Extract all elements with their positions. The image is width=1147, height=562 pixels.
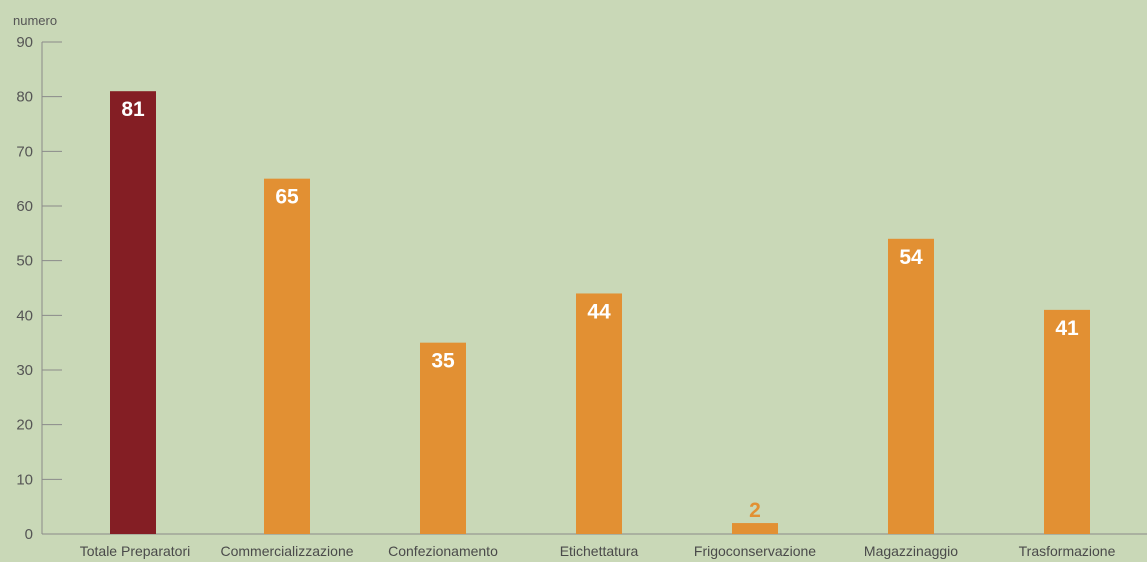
bar-commercializzazione	[264, 178, 310, 534]
category-label: Magazzinaggio	[864, 543, 958, 559]
data-label: 35	[431, 350, 455, 373]
bar-etichettatura	[576, 293, 622, 534]
y-tick-label: 90	[16, 34, 33, 51]
y-tick-label: 50	[16, 253, 33, 270]
data-label: 54	[899, 246, 923, 269]
category-label: Etichettatura	[560, 543, 639, 559]
y-tick-label: 10	[16, 471, 33, 488]
bar-confezionamento	[420, 342, 466, 534]
data-label: 2	[749, 499, 761, 522]
data-label: 65	[275, 186, 299, 209]
bar-totale-preparatori	[110, 91, 156, 534]
bars	[110, 91, 1090, 535]
data-label: 81	[121, 98, 145, 121]
y-tick-label: 60	[16, 198, 33, 215]
category-label: Totale Preparatori	[80, 543, 191, 559]
y-tick-label: 30	[16, 362, 33, 379]
bar-magazzinaggio	[888, 238, 934, 535]
y-tick-label: 40	[16, 307, 33, 324]
category-label: Frigoconservazione	[694, 543, 816, 559]
y-tick-label: 0	[25, 526, 33, 543]
labels: 81 Totale Preparatori 65 Commercializzazion…	[80, 98, 1116, 559]
bar-frigoconservazione	[732, 523, 778, 534]
y-tick-label: 70	[16, 143, 33, 160]
bar-trasformazione	[1044, 309, 1090, 534]
y-axis-title: numero	[13, 13, 57, 28]
data-label: 44	[587, 300, 611, 323]
axes: 0 10 20 30 40 50 60 70 80 90	[16, 34, 1147, 543]
y-tick-label: 80	[16, 89, 33, 106]
category-label: Commercializzazione	[220, 543, 353, 559]
data-label: 41	[1055, 317, 1079, 340]
category-label: Trasformazione	[1019, 543, 1116, 559]
category-label: Confezionamento	[388, 543, 498, 559]
y-tick-label: 20	[16, 417, 33, 434]
